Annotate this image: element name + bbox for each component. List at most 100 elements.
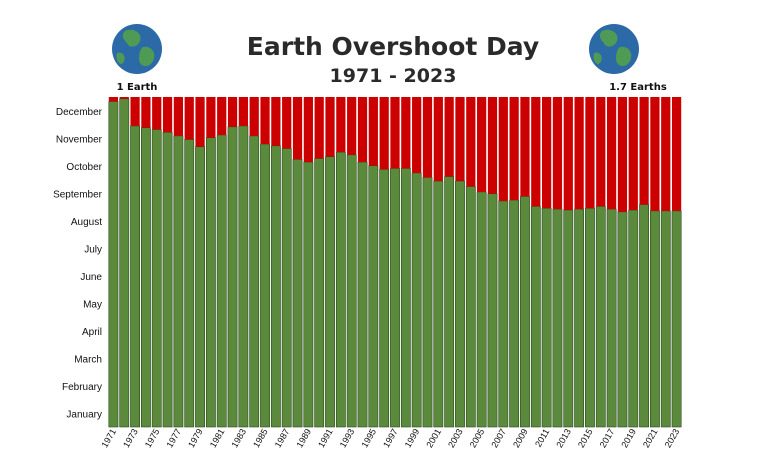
bar-within-1971 (108, 101, 119, 428)
bar-overshoot-1971 (108, 97, 119, 102)
bar-overshoot-2016 (596, 97, 606, 207)
plot-area (108, 97, 682, 428)
year-label-2001: 2001 (424, 427, 443, 449)
bar-overshoot-1987 (282, 97, 292, 149)
bar-overshoot-2014 (574, 97, 584, 210)
bar-overshoot-1984 (249, 97, 259, 136)
year-label-1971: 1971 (99, 427, 118, 449)
bar-overshoot-1994 (357, 97, 368, 163)
bar-overshoot-1972 (119, 97, 129, 99)
year-label-2015: 2015 (576, 427, 595, 449)
bar-overshoot-2013 (563, 97, 573, 211)
bar-overshoot-2008 (509, 97, 519, 201)
bar-within-1984 (249, 135, 260, 428)
bar-within-2011 (541, 207, 552, 428)
year-label-2013: 2013 (554, 427, 573, 449)
bar-within-1997 (390, 168, 400, 428)
bar-overshoot-2023 (671, 97, 682, 211)
year-label-2003: 2003 (446, 427, 465, 449)
month-label-may: May (83, 299, 102, 310)
bar-within-2008 (509, 199, 520, 428)
bar-overshoot-1981 (217, 97, 227, 135)
bar-within-1988 (292, 159, 303, 428)
bar-overshoot-2019 (628, 97, 638, 211)
bar-overshoot-1991 (325, 97, 335, 157)
month-axis: January February March April May June July Augu… (53, 107, 103, 421)
year-label-1983: 1983 (229, 427, 248, 449)
bar-overshoot-2006 (487, 97, 498, 194)
bar-overshoot-2010 (531, 97, 541, 207)
year-axis: 1971 1973 1975 1977 1979 1981 1983 1985 1987 1989… (99, 427, 681, 449)
bar-overshoot-2000 (422, 97, 433, 178)
bar-within-1995 (368, 165, 379, 428)
bar-overshoot-1975 (152, 97, 162, 130)
bar-overshoot-1989 (303, 97, 313, 163)
bar-overshoot-1988 (292, 97, 303, 160)
month-label-august: August (71, 217, 102, 228)
chart-subtitle: 1971 - 2023 (330, 65, 457, 87)
bar-within-1993 (346, 154, 357, 428)
bar-overshoot-2005 (477, 97, 487, 192)
bar-within-2009 (520, 196, 530, 428)
bar-overshoot-1985 (260, 97, 270, 145)
year-label-1991: 1991 (316, 427, 335, 449)
year-label-1979: 1979 (186, 427, 205, 449)
earth-globe-icon (112, 24, 162, 74)
bar-within-1977 (173, 135, 184, 428)
year-label-1993: 1993 (338, 427, 357, 449)
bar-within-1986 (270, 145, 281, 428)
bar-within-1991 (325, 156, 335, 428)
year-label-2005: 2005 (468, 427, 487, 449)
bar-within-2022 (660, 210, 671, 428)
bar-within-2006 (487, 193, 498, 428)
bar-within-2012 (552, 208, 563, 428)
bar-within-2014 (574, 208, 585, 428)
month-label-september: September (53, 189, 103, 200)
bar-within-1983 (238, 125, 249, 428)
bar-overshoot-1974 (141, 97, 151, 128)
bar-within-2000 (422, 177, 433, 428)
year-label-1987: 1987 (273, 427, 292, 449)
one-earth-label: 1 Earth (117, 82, 158, 93)
bar-within-2021 (650, 210, 660, 428)
year-label-1975: 1975 (143, 427, 162, 449)
bar-within-1980 (205, 137, 216, 428)
bar-within-1989 (303, 161, 314, 428)
bar-within-1999 (411, 172, 422, 428)
bar-within-2002 (444, 176, 455, 428)
month-label-october: October (66, 162, 102, 173)
bar-overshoot-1983 (238, 97, 248, 126)
year-label-1981: 1981 (208, 427, 227, 449)
bar-within-2018 (617, 211, 628, 428)
bar-overshoot-2020 (639, 97, 649, 205)
bar-within-1990 (314, 158, 325, 428)
year-label-1995: 1995 (359, 427, 378, 449)
bar-overshoot-2021 (650, 97, 660, 211)
year-label-1973: 1973 (121, 427, 140, 449)
bar-within-2001 (433, 180, 444, 428)
year-label-1989: 1989 (294, 427, 313, 449)
bar-within-2013 (563, 209, 574, 428)
bar-overshoot-1992 (336, 97, 346, 153)
bar-overshoot-2015 (585, 97, 595, 209)
bar-overshoot-1996 (379, 97, 389, 170)
earth-globe-icon (589, 24, 639, 74)
year-label-2021: 2021 (641, 427, 660, 449)
bar-within-1987 (281, 148, 292, 428)
bar-overshoot-2022 (661, 97, 671, 211)
year-label-2023: 2023 (663, 427, 682, 449)
bar-within-1975 (151, 129, 162, 428)
month-label-november: November (56, 134, 103, 145)
bar-overshoot-2009 (520, 97, 530, 197)
bar-overshoot-1995 (368, 97, 378, 166)
bar-within-1985 (260, 143, 270, 428)
bar-overshoot-1990 (314, 97, 324, 159)
year-label-1999: 1999 (403, 427, 422, 449)
bar-within-1981 (216, 134, 227, 428)
year-label-2009: 2009 (511, 427, 530, 449)
chart-title: Earth Overshoot Day (247, 32, 539, 61)
bar-overshoot-1973 (130, 97, 140, 126)
bar-overshoot-1979 (195, 97, 205, 147)
bar-overshoot-2001 (433, 97, 443, 182)
